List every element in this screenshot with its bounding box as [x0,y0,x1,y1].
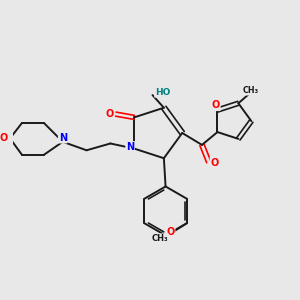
Text: O: O [106,109,114,119]
Text: O: O [166,227,175,237]
Text: O: O [0,134,8,143]
Text: CH₃: CH₃ [152,234,169,243]
Text: N: N [59,133,67,143]
Text: O: O [212,100,220,110]
Text: HO: HO [155,88,170,97]
Text: N: N [126,142,134,152]
Text: CH₃: CH₃ [243,86,259,95]
Text: O: O [210,158,219,168]
